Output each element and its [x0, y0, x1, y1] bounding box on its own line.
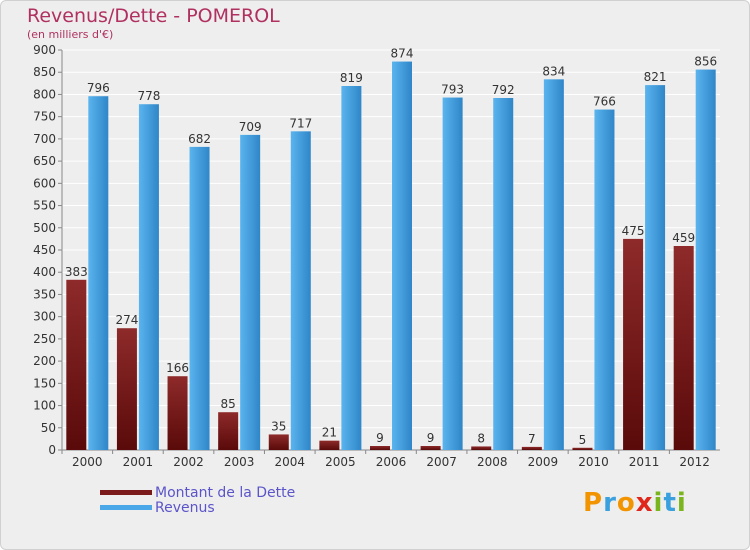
- y-tick-label: 300: [33, 310, 56, 324]
- revenue-bar: [594, 109, 615, 451]
- revenue-value-label: 834: [542, 64, 565, 78]
- revenue-bar: [543, 79, 564, 450]
- revenue-value-label: 793: [441, 83, 464, 97]
- y-tick-label: 350: [33, 287, 56, 301]
- revenue-bar: [189, 146, 210, 450]
- debt-value-label: 21: [322, 426, 337, 440]
- y-tick-label: 450: [33, 243, 56, 257]
- x-tick-label: 2006: [376, 455, 407, 469]
- revenue-bar: [290, 131, 311, 451]
- x-tick-label: 2000: [72, 455, 103, 469]
- y-tick-label: 250: [33, 332, 56, 346]
- x-tick-label: 2004: [274, 455, 305, 469]
- logo-letter: o: [616, 488, 636, 518]
- debt-bar: [218, 412, 239, 450]
- x-tick-label: 2011: [629, 455, 660, 469]
- debt-value-label: 274: [115, 313, 138, 327]
- y-tick-label: 400: [33, 265, 56, 279]
- y-tick-label: 800: [33, 87, 56, 101]
- debt-value-label: 475: [622, 224, 645, 238]
- revenue-value-label: 821: [644, 70, 667, 84]
- debt-bar: [420, 446, 441, 450]
- logo-letter: i: [676, 488, 687, 518]
- x-tick-label: 2010: [578, 455, 609, 469]
- revenue-value-label: 856: [694, 55, 717, 69]
- revenue-value-label: 819: [340, 71, 363, 85]
- y-tick-label: 500: [33, 221, 56, 235]
- debt-bar: [471, 446, 492, 450]
- debt-value-label: 85: [221, 397, 236, 411]
- debt-value-label: 9: [427, 431, 435, 445]
- debt-value-label: 459: [672, 231, 695, 245]
- y-tick-label: 50: [41, 421, 56, 435]
- logo-letter: r: [603, 488, 617, 518]
- y-tick-label: 0: [48, 443, 56, 457]
- chart-title: Revenus/Dette - POMEROL: [27, 5, 280, 27]
- logo-letter: t: [663, 488, 677, 518]
- legend-label-revenue: Revenus: [155, 500, 215, 516]
- y-tick-label: 200: [33, 354, 56, 368]
- logo-letter: x: [635, 488, 654, 518]
- debt-bar: [370, 446, 390, 450]
- revenue-value-label: 796: [87, 81, 110, 95]
- debt-bar: [167, 376, 188, 450]
- revenue-bar: [442, 97, 463, 451]
- y-tick-label: 650: [33, 154, 56, 168]
- debt-bar: [521, 446, 542, 450]
- legend-swatch-debt: [100, 490, 152, 495]
- revenue-value-label: 682: [188, 132, 211, 146]
- revenue-bar: [88, 96, 109, 450]
- revenue-bar: [138, 104, 159, 450]
- y-tick-label: 700: [33, 132, 56, 146]
- y-tick-label: 150: [33, 376, 56, 390]
- y-tick-label: 900: [33, 43, 56, 57]
- x-tick-label: 2002: [173, 455, 204, 469]
- debt-bar: [66, 279, 87, 450]
- revenue-value-label: 766: [593, 95, 616, 109]
- revenue-bar: [341, 86, 362, 450]
- x-tick-label: 2009: [528, 455, 559, 469]
- debt-value-label: 35: [271, 419, 286, 433]
- x-tick-label: 2005: [325, 455, 356, 469]
- revenue-value-label: 874: [391, 47, 414, 61]
- proxiti-logo: Proxiti: [583, 488, 687, 518]
- debt-bar: [116, 328, 137, 450]
- revenue-value-label: 709: [239, 120, 262, 134]
- debt-bar: [623, 238, 644, 450]
- x-tick-label: 2003: [224, 455, 255, 469]
- x-tick-label: 2008: [477, 455, 508, 469]
- revenue-value-label: 778: [137, 89, 160, 103]
- chart-subtitle: (en milliers d'€): [27, 28, 114, 41]
- y-tick-label: 850: [33, 65, 56, 79]
- revenue-value-label: 792: [492, 83, 515, 97]
- revenue-bar: [240, 134, 261, 450]
- legend-label-debt: Montant de la Dette: [155, 485, 296, 501]
- y-tick-label: 100: [33, 399, 56, 413]
- debt-value-label: 9: [376, 431, 384, 445]
- debt-value-label: 383: [65, 265, 88, 279]
- debt-value-label: 166: [166, 361, 189, 375]
- debt-bar: [572, 447, 593, 450]
- x-tick-label: 2007: [426, 455, 457, 469]
- debt-bar: [319, 440, 340, 450]
- x-tick-label: 2001: [123, 455, 154, 469]
- revenue-bar: [695, 69, 716, 451]
- debt-value-label: 8: [477, 431, 485, 445]
- debt-bar: [673, 246, 694, 450]
- legend-swatch-revenue: [100, 505, 152, 510]
- revenue-value-label: 717: [289, 116, 312, 130]
- revenue-bar: [493, 98, 514, 450]
- x-tick-label: 2012: [679, 455, 710, 469]
- revenue-bar: [392, 61, 412, 451]
- debt-value-label: 5: [579, 433, 587, 447]
- logo-letter: P: [583, 488, 604, 518]
- debt-value-label: 7: [528, 432, 536, 446]
- y-tick-label: 600: [33, 176, 56, 190]
- logo-letter: i: [653, 488, 664, 518]
- revenue-bar: [645, 85, 666, 450]
- y-tick-label: 550: [33, 199, 56, 213]
- y-tick-label: 750: [33, 110, 56, 124]
- debt-bar: [268, 434, 289, 450]
